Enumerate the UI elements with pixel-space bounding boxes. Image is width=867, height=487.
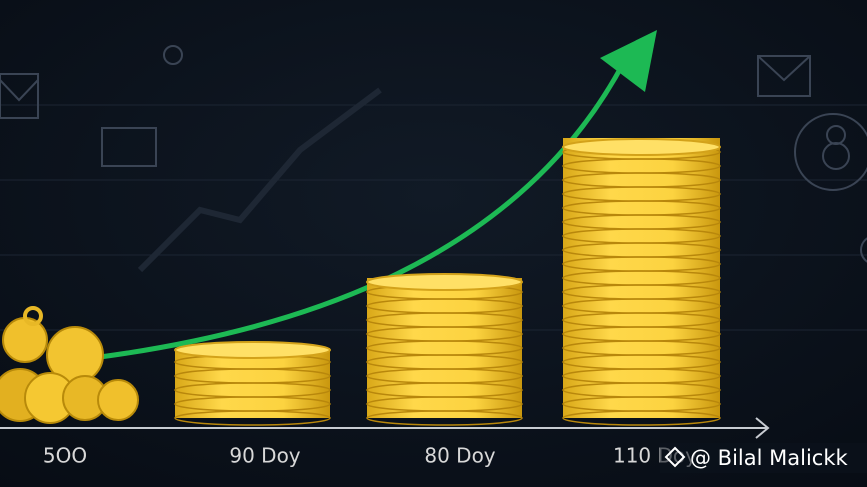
growth-arrowhead (600, 30, 657, 92)
coin-top (562, 138, 721, 156)
coin-top (366, 273, 523, 291)
watermark-logo (664, 446, 686, 468)
coin-top (174, 341, 331, 359)
stage-label: 5OO (43, 444, 87, 468)
growth-arrow (99, 58, 628, 360)
coin-pile (0, 306, 139, 424)
stage-label: 80 Doy (424, 444, 495, 468)
watermark: @ Bilal Malickk (690, 446, 848, 470)
watermark-backdrop (660, 443, 867, 473)
axis-arrowhead (755, 417, 770, 439)
coin-stacks (174, 138, 721, 426)
background-icons (0, 45, 867, 273)
stage-label: 90 Doy (229, 444, 300, 468)
